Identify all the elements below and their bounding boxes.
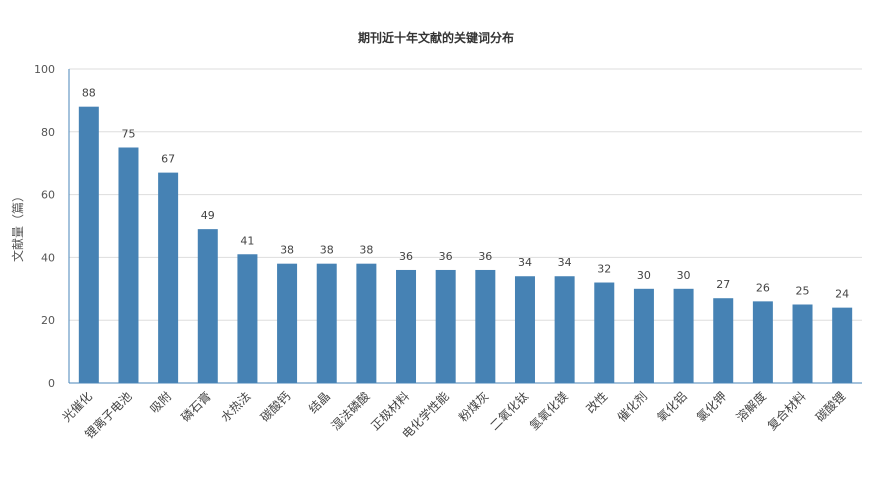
- y-tick-label: 0: [48, 377, 55, 390]
- bar[interactable]: [475, 269, 496, 383]
- x-tick-label: 复合材料: [764, 389, 809, 434]
- x-tick-label: 氯化钾: [694, 389, 729, 424]
- data-label: 88: [82, 87, 96, 100]
- bar[interactable]: [197, 229, 218, 383]
- chart-title: 期刊近十年文献的关键词分布: [358, 30, 514, 45]
- data-label: 36: [478, 250, 492, 263]
- bar[interactable]: [514, 276, 535, 383]
- data-label: 38: [280, 244, 294, 257]
- x-tick-label: 二氧化钛: [487, 389, 532, 434]
- data-label: 30: [637, 269, 651, 282]
- y-tick-label: 60: [41, 189, 55, 202]
- data-label: 67: [161, 153, 175, 166]
- bar[interactable]: [356, 263, 377, 383]
- data-label: 32: [597, 263, 611, 276]
- data-label: 36: [399, 250, 413, 263]
- y-tick-label: 100: [34, 63, 55, 76]
- x-tick-label: 吸附: [147, 389, 174, 416]
- bar[interactable]: [277, 263, 298, 383]
- x-tick-label: 催化剂: [614, 389, 650, 425]
- bar[interactable]: [832, 307, 853, 383]
- y-tick-label: 80: [41, 126, 55, 139]
- data-label: 34: [518, 256, 532, 269]
- data-label: 25: [796, 285, 810, 298]
- data-label: 38: [359, 244, 373, 257]
- data-label: 27: [716, 278, 730, 291]
- x-tick-label: 改性: [584, 389, 611, 416]
- y-tick-label: 20: [41, 314, 55, 327]
- x-tick-label: 碳酸锂: [812, 389, 848, 425]
- data-label: 26: [756, 281, 770, 294]
- data-labels: 88 75 67 49 41 38 38 38 36 36 36 34 34 32 30 30 27 26 25 24: [82, 87, 849, 301]
- grid-lines: [69, 68, 862, 321]
- bar[interactable]: [792, 304, 813, 384]
- bar[interactable]: [435, 269, 456, 383]
- bars: [78, 106, 853, 384]
- bar[interactable]: [673, 288, 694, 383]
- x-tick-label: 粉煤灰: [456, 389, 491, 424]
- x-tick-label: 氢氧化镁: [526, 389, 571, 434]
- x-tick-label: 溶解度: [733, 389, 769, 425]
- bar[interactable]: [158, 172, 179, 383]
- bar[interactable]: [78, 106, 99, 384]
- x-tick-label: 结晶: [306, 389, 333, 416]
- y-axis-ticks: 0 20 40 60 80 100: [34, 63, 55, 390]
- data-label: 41: [240, 234, 254, 247]
- x-tick-label: 湿法磷酸: [328, 389, 373, 434]
- x-tick-label: 氧化铝: [654, 389, 690, 425]
- x-tick-label: 磷石膏: [178, 389, 214, 425]
- bar[interactable]: [594, 282, 615, 383]
- bar[interactable]: [752, 301, 773, 383]
- data-label: 30: [677, 269, 691, 282]
- bar[interactable]: [554, 276, 575, 383]
- data-label: 24: [835, 288, 849, 301]
- x-tick-label: 碳酸钙: [257, 389, 293, 425]
- y-tick-label: 40: [41, 251, 55, 264]
- y-axis-label: 文献量（篇）: [10, 190, 25, 262]
- data-label: 49: [201, 209, 215, 222]
- data-label: 36: [439, 250, 453, 263]
- data-label: 38: [320, 244, 334, 257]
- x-tick-label: 水热法: [218, 389, 253, 424]
- bar[interactable]: [237, 254, 258, 383]
- bar[interactable]: [396, 269, 417, 383]
- bar[interactable]: [633, 288, 654, 383]
- bar[interactable]: [118, 147, 139, 384]
- data-label: 75: [121, 128, 135, 141]
- x-tick-label: 光催化: [60, 389, 95, 424]
- bar[interactable]: [316, 263, 337, 383]
- data-label: 34: [558, 256, 572, 269]
- bar[interactable]: [713, 298, 734, 383]
